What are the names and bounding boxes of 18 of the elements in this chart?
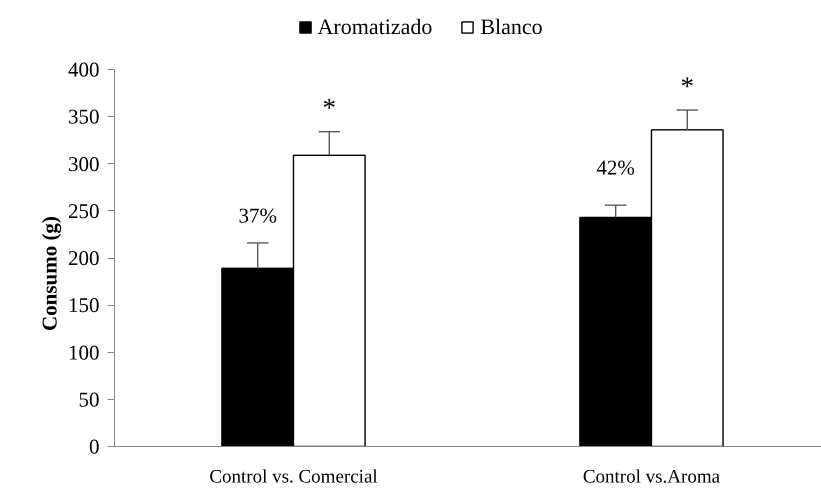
y-tick-label: 200 <box>68 246 100 270</box>
x-tick-label: Control vs.Aroma <box>582 466 721 488</box>
annotation: * <box>680 71 694 102</box>
y-tick-label: 0 <box>89 434 100 458</box>
y-tick-label: 400 <box>68 58 100 82</box>
y-tick-label: 100 <box>68 340 100 364</box>
y-tick-label: 150 <box>68 293 100 318</box>
y-tick-label: 50 <box>78 387 100 412</box>
y-tick-label: 350 <box>68 104 100 129</box>
legend-label: Aromatizado <box>318 14 432 40</box>
annotation: 37% <box>238 204 277 228</box>
x-tick-label: Control vs. Comercial <box>209 466 378 488</box>
legend-label: Blanco <box>480 14 543 40</box>
annotation: 42% <box>596 156 635 180</box>
y-tick-label: 250 <box>68 198 100 223</box>
annotation: * <box>322 92 336 123</box>
y-tick-label: 300 <box>68 152 100 176</box>
y-axis-title: Consumo (g) <box>38 216 62 331</box>
